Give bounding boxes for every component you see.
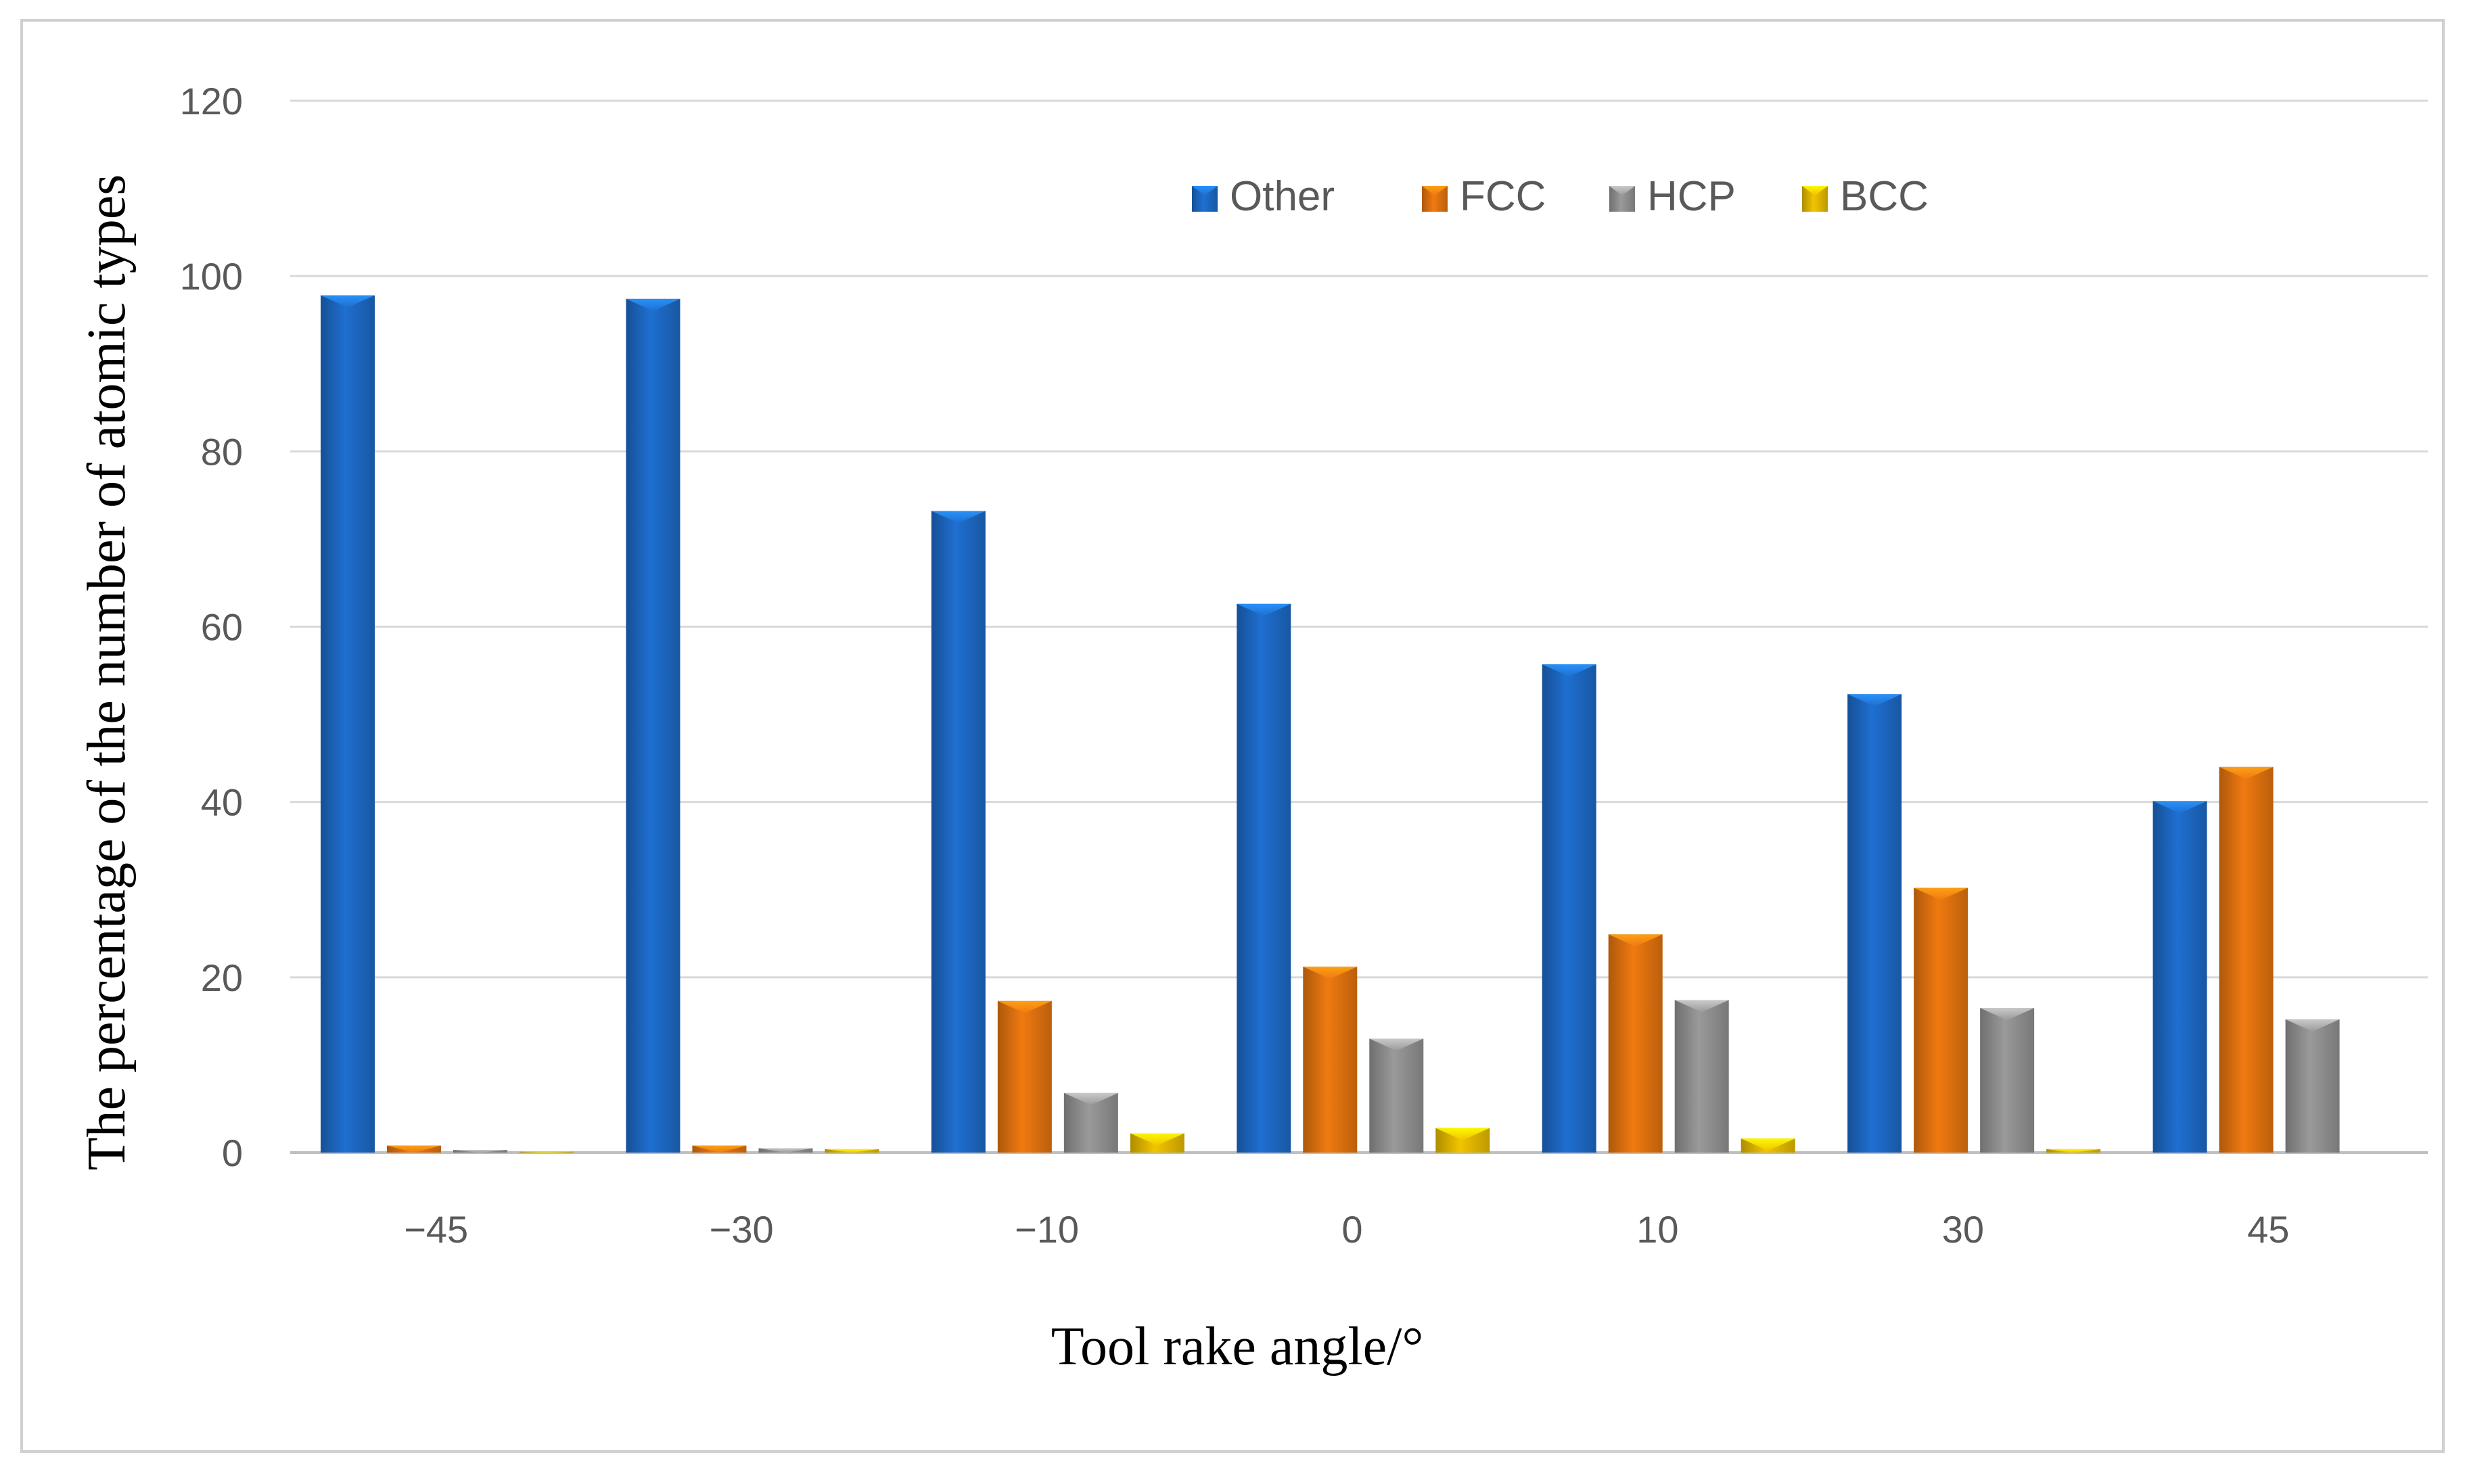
bar-other-0 [321, 295, 375, 1153]
bar-cap-fcc-2 [997, 1000, 1052, 1013]
y-tick-label: 0 [222, 1132, 243, 1174]
x-tick-label: 10 [1636, 1208, 1678, 1251]
bar-cap-hcp-1 [758, 1148, 813, 1153]
bar-cap-other-5 [1847, 694, 1902, 707]
x-tick-labels: −45 −30 −10 0 10 30 45 [404, 1208, 2289, 1251]
bar-cap-hcp-2 [1063, 1092, 1118, 1105]
bar-cap-hcp-0 [453, 1150, 507, 1153]
x-tick-label: −10 [1015, 1208, 1079, 1251]
bar-cap-fcc-6 [2219, 766, 2274, 779]
x-axis-title: Tool rake angle/° [1051, 1317, 1424, 1376]
bar-cap-other-4 [1542, 664, 1596, 677]
y-tick-label: 100 [180, 255, 243, 298]
legend-swatch-cap [1609, 186, 1635, 195]
bar-cap-fcc-5 [1914, 887, 1968, 900]
bar-hcp-4 [1674, 1000, 1729, 1153]
bar-cap-fcc-0 [387, 1145, 441, 1153]
bar-fcc-4 [1608, 934, 1663, 1153]
bar-fcc-6 [2219, 766, 2274, 1153]
legend-swatch-cap [1422, 186, 1448, 195]
chart-frame: 0 20 40 60 80 100 120 −45 −30 −10 0 10 30 45 Other FC… [20, 19, 2445, 1453]
y-tick-label: 40 [201, 781, 243, 824]
bar-cap-bcc-2 [1130, 1133, 1184, 1146]
bar-fcc-3 [1303, 967, 1358, 1153]
legend-swatch-cap [1802, 186, 1828, 195]
bar-cap-bcc-1 [825, 1149, 879, 1153]
bar-other-1 [626, 298, 681, 1153]
bar-cap-bcc-5 [2046, 1149, 2101, 1153]
bar-cap-bcc-0 [520, 1151, 574, 1153]
bars [321, 295, 2340, 1153]
legend-label: Other [1230, 173, 1335, 220]
gridlines [290, 99, 2428, 1154]
legend-item-hcp: HCP [1609, 173, 1736, 220]
bar-cap-fcc-1 [692, 1145, 747, 1153]
bar-cap-other-2 [931, 511, 986, 524]
bar-chart: 0 20 40 60 80 100 120 −45 −30 −10 0 10 30 45 Other FC… [77, 80, 2428, 1376]
bar-other-2 [931, 511, 986, 1153]
legend-item-fcc: FCC [1422, 173, 1546, 220]
bar-cap-fcc-3 [1303, 967, 1358, 979]
bar-hcp-6 [2285, 1019, 2340, 1153]
bar-other-5 [1847, 694, 1902, 1153]
bar-fcc-2 [997, 1000, 1052, 1153]
y-tick-label: 20 [201, 956, 243, 999]
bar-cap-bcc-4 [1741, 1138, 1795, 1151]
bar-cap-bcc-3 [1435, 1128, 1490, 1140]
y-tick-label: 120 [180, 80, 243, 122]
bar-cap-other-3 [1237, 603, 1291, 616]
bar-hcp-3 [1369, 1038, 1424, 1153]
x-tick-label: −30 [710, 1208, 774, 1251]
legend-label: HCP [1647, 173, 1736, 220]
bar-cap-hcp-4 [1674, 1000, 1729, 1013]
bar-other-3 [1237, 603, 1291, 1153]
y-axis-title: The percentage of the number of atomic t… [77, 175, 137, 1171]
bar-cap-other-0 [321, 295, 375, 308]
bar-cap-other-1 [626, 298, 681, 311]
bar-cap-hcp-5 [1980, 1008, 2035, 1021]
x-tick-label: −45 [404, 1208, 468, 1251]
y-tick-label: 60 [201, 606, 243, 649]
bar-other-4 [1542, 664, 1596, 1153]
legend-swatch-cap [1192, 186, 1218, 195]
legend-label: BCC [1840, 173, 1929, 220]
bar-other-6 [2152, 801, 2207, 1153]
x-tick-label: 0 [1341, 1208, 1362, 1251]
bar-fcc-5 [1914, 887, 1968, 1153]
x-tick-label: 30 [1942, 1208, 1984, 1251]
bar-hcp-5 [1980, 1008, 2035, 1153]
legend-label: FCC [1460, 173, 1546, 220]
bar-cap-hcp-6 [2285, 1019, 2340, 1032]
legend-item-bcc: BCC [1802, 173, 1929, 220]
legend-item-other: Other [1192, 173, 1335, 220]
bar-cap-other-6 [2152, 801, 2207, 814]
y-tick-label: 80 [201, 430, 243, 473]
y-tick-labels: 0 20 40 60 80 100 120 [180, 80, 243, 1174]
legend: Other FCC HCP BCC [1192, 173, 1929, 220]
x-tick-label: 45 [2247, 1208, 2289, 1251]
bar-cap-hcp-3 [1369, 1038, 1424, 1051]
bar-cap-fcc-4 [1608, 934, 1663, 947]
